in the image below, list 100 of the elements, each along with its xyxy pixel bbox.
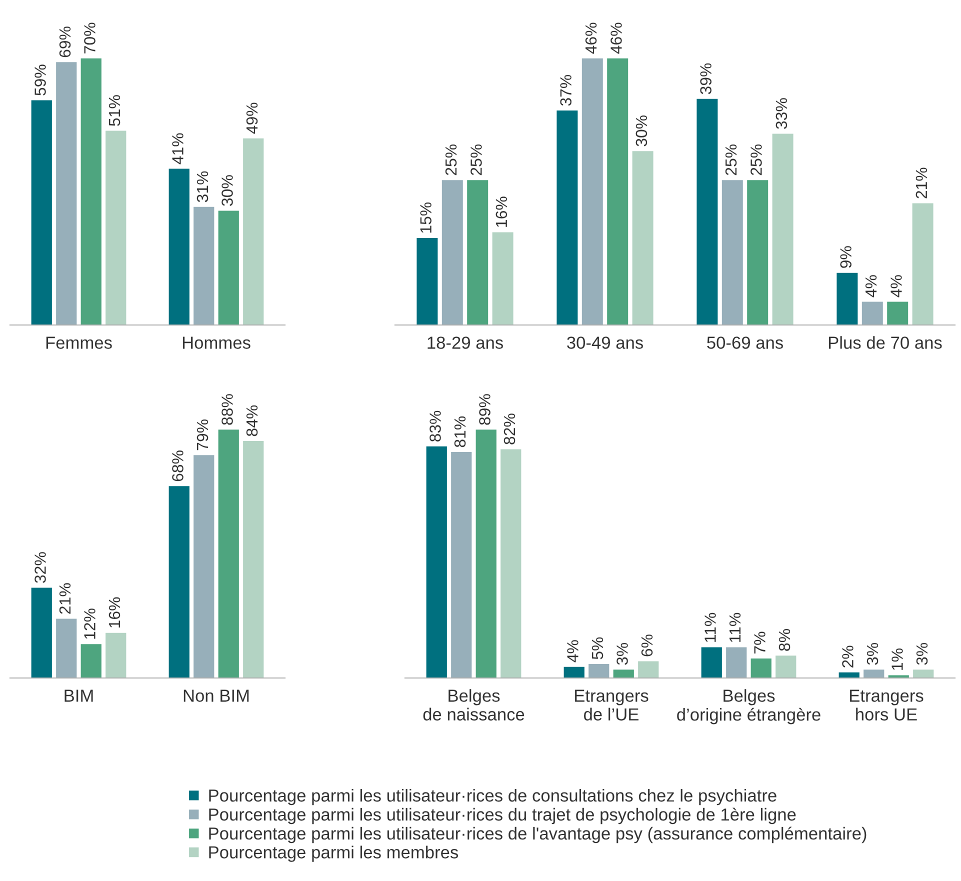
data-label: 88% xyxy=(222,394,233,425)
bar xyxy=(442,180,463,325)
x-tick-label: Non BIM xyxy=(184,690,249,702)
x-tick-label: 50-69 ans xyxy=(707,336,783,349)
bar xyxy=(467,180,488,325)
x-tick-label: Belges de naissance xyxy=(423,689,524,721)
bar xyxy=(864,670,884,678)
data-label: 1% xyxy=(892,648,903,670)
data-label: 59% xyxy=(34,64,46,96)
bar xyxy=(638,661,659,678)
data-label: 16% xyxy=(496,196,508,227)
data-label: 2% xyxy=(842,646,854,668)
bar xyxy=(776,656,796,678)
data-label: 49% xyxy=(246,102,258,134)
bar xyxy=(726,647,747,678)
x-tick-label: BIM xyxy=(64,690,93,702)
data-label: 5% xyxy=(592,637,604,660)
bar xyxy=(607,58,628,325)
bar xyxy=(194,206,214,325)
data-label: 8% xyxy=(778,628,790,651)
data-label: 39% xyxy=(700,63,712,94)
x-tick-label: 18-29 ans xyxy=(428,336,503,349)
data-label: 4% xyxy=(890,275,902,298)
bar xyxy=(564,666,584,678)
x-tick-label: Belges d’origine étrangère xyxy=(677,689,820,724)
data-label: 37% xyxy=(560,74,572,106)
bar xyxy=(56,62,77,325)
x-tick-label: Femmes xyxy=(46,336,112,349)
bar xyxy=(912,203,934,325)
data-label: 81% xyxy=(454,416,466,448)
bar xyxy=(556,110,578,325)
data-label: 25% xyxy=(445,144,457,176)
bar xyxy=(31,588,52,678)
bar xyxy=(582,58,603,325)
bar xyxy=(194,455,214,678)
data-label: 68% xyxy=(172,450,184,482)
data-label: 84% xyxy=(246,405,258,436)
data-label: 4% xyxy=(567,640,578,662)
bar xyxy=(500,449,522,678)
legend-label: Pourcentage parmi les utilisateur·rices de l'avantage psy (assurance complémentaire) xyxy=(209,826,866,844)
data-label: 6% xyxy=(641,634,653,656)
bar xyxy=(588,664,610,678)
data-label: 51% xyxy=(108,95,120,126)
bar xyxy=(218,210,239,325)
data-label: 16% xyxy=(108,597,120,628)
data-label: 32% xyxy=(34,552,46,583)
bar xyxy=(750,658,772,678)
bar xyxy=(80,644,102,678)
data-label: 4% xyxy=(865,275,877,298)
data-label: 33% xyxy=(776,98,788,129)
data-label: 25% xyxy=(725,144,737,176)
data-label: 46% xyxy=(585,22,597,54)
bar xyxy=(426,446,447,678)
bar xyxy=(492,232,514,325)
bar xyxy=(168,168,190,325)
bar xyxy=(416,238,438,325)
bar xyxy=(747,180,768,325)
data-label: 3% xyxy=(916,642,928,665)
data-label: 83% xyxy=(430,410,441,442)
data-label: 7% xyxy=(754,632,766,654)
x-tick-label: Plus de 70 ans xyxy=(829,336,942,349)
legend-label: Pourcentage parmi les membres xyxy=(209,846,458,862)
bar xyxy=(243,138,264,325)
bar xyxy=(887,302,908,325)
bar xyxy=(218,430,239,678)
bar xyxy=(722,180,743,325)
bar xyxy=(106,632,126,678)
bar xyxy=(106,130,126,325)
x-tick-label: 30-49 ans xyxy=(567,336,643,349)
bar xyxy=(31,100,52,325)
data-label: 31% xyxy=(196,171,208,202)
data-label: 25% xyxy=(470,144,482,176)
bar xyxy=(836,272,858,325)
data-label: 25% xyxy=(750,144,762,176)
data-label: 3% xyxy=(616,642,628,665)
data-label: 70% xyxy=(84,22,96,54)
data-label: 12% xyxy=(84,608,96,639)
data-label: 41% xyxy=(172,133,184,164)
data-label: 3% xyxy=(866,642,878,665)
data-label: 82% xyxy=(504,414,516,444)
data-label: 89% xyxy=(479,394,490,425)
x-tick-label: Etrangers de l’UE xyxy=(575,690,648,721)
x-tick-label: Hommes xyxy=(182,336,250,349)
legend-label: Pourcentage parmi les utilisateur·rices du trajet de psychologie de 1ère ligne xyxy=(209,808,796,824)
bar xyxy=(632,151,654,325)
data-label: 30% xyxy=(222,175,233,206)
bar xyxy=(451,452,472,678)
bar xyxy=(772,134,794,325)
bar xyxy=(476,430,496,678)
data-label: 15% xyxy=(420,202,432,233)
data-label: 9% xyxy=(840,246,852,268)
data-label: 46% xyxy=(610,22,622,54)
data-label: 69% xyxy=(59,26,71,58)
bar xyxy=(168,486,190,678)
bar xyxy=(80,58,102,325)
bar xyxy=(56,618,77,678)
bar xyxy=(701,647,722,678)
bar xyxy=(613,670,634,678)
data-label: 30% xyxy=(636,116,648,146)
data-label: 11% xyxy=(704,612,716,642)
